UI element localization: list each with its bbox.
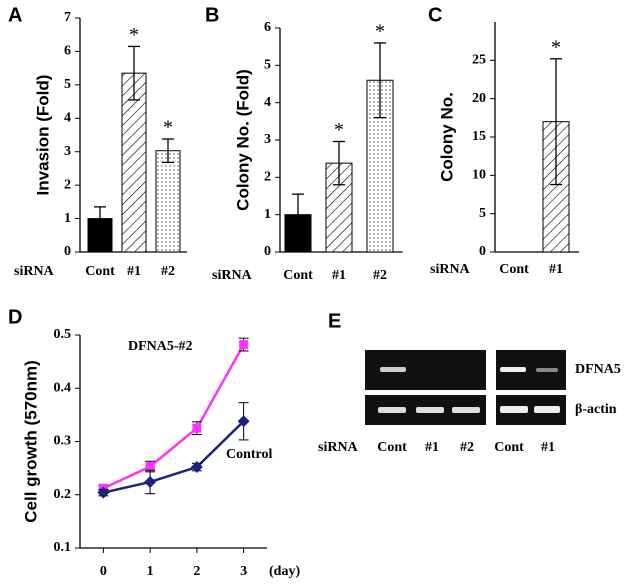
point	[97, 486, 110, 499]
x-tick-label: 2	[193, 564, 200, 579]
y-axis-title: Colony No.	[437, 92, 456, 182]
y-axis-title: Invasion (Fold)	[33, 75, 52, 196]
x-tick-label: Cont	[499, 262, 529, 277]
point	[239, 340, 249, 350]
y-axis-title: Colony No. (Fold)	[233, 69, 252, 211]
y-tick-label: 0.5	[54, 327, 72, 342]
x-tick-label: 3	[240, 564, 247, 579]
y-tick-label: 0.2	[54, 487, 72, 502]
x-axis-title: (day)	[269, 564, 300, 579]
lane-prefix: siRNA	[318, 440, 359, 455]
y-tick-label: 5	[264, 58, 271, 73]
band-label: β-actin	[575, 402, 617, 417]
y-tick-label: 10	[472, 168, 486, 183]
lane-label: #2	[460, 440, 474, 455]
lane-label: Cont	[377, 440, 407, 455]
lane-label: Cont	[494, 440, 524, 455]
y-tick-label: 0	[264, 244, 271, 259]
significance-mark: *	[551, 36, 561, 58]
x-prefix: siRNA	[212, 268, 253, 283]
significance-mark: *	[334, 119, 344, 141]
y-tick-label: 0.3	[54, 434, 72, 449]
gel-image	[365, 350, 566, 425]
significance-mark: *	[129, 24, 139, 46]
series-line	[102, 343, 245, 490]
y-tick-label: 0.1	[54, 540, 72, 555]
y-tick-label: 5	[64, 77, 71, 92]
y-tick-label: 25	[472, 53, 486, 68]
y-tick-label: 7	[64, 10, 71, 25]
y-tick-label: 1	[64, 211, 71, 226]
x-tick-label: 1	[147, 564, 154, 579]
significance-mark: *	[375, 21, 385, 43]
x-prefix: siRNA	[430, 262, 471, 277]
x-tick-label: #2	[161, 264, 175, 279]
y-tick-label: 15	[472, 129, 486, 144]
x-tick-label: #1	[549, 262, 563, 277]
bar	[121, 72, 147, 253]
y-tick-label: 0.4	[54, 380, 72, 395]
y-tick-label: 5	[479, 206, 486, 221]
x-tick-label: Cont	[85, 264, 115, 279]
x-tick-label: #1	[127, 264, 141, 279]
y-tick-label: 6	[64, 44, 71, 59]
y-tick-label: 2	[264, 170, 271, 185]
lane-label: #1	[541, 440, 555, 455]
y-tick-label: 1	[264, 207, 271, 222]
x-tick-label: #1	[332, 268, 346, 283]
y-tick-label: 4	[264, 95, 271, 110]
y-tick-label: 2	[64, 177, 71, 192]
band-label: DFNA5	[575, 362, 621, 377]
point	[144, 475, 157, 488]
point	[190, 461, 203, 474]
significance-mark: *	[163, 117, 173, 139]
bar	[155, 150, 181, 253]
y-tick-label: 0	[479, 244, 486, 259]
panel-letter: D	[8, 306, 22, 328]
y-tick-label: 3	[264, 132, 271, 147]
panel-letter: B	[205, 4, 219, 26]
point	[145, 462, 155, 472]
point	[237, 415, 250, 428]
y-axis-title: Cell growth (570nm)	[21, 360, 40, 522]
x-prefix: siRNA	[14, 264, 55, 279]
panel-letter: C	[428, 4, 442, 26]
y-tick-label: 0	[64, 244, 71, 259]
panel-letter: E	[328, 310, 341, 332]
y-tick-label: 6	[264, 20, 271, 35]
panel-letter: A	[8, 4, 22, 26]
x-tick-label: 0	[100, 564, 107, 579]
x-tick-label: #2	[373, 268, 387, 283]
x-tick-label: Cont	[283, 268, 313, 283]
series-label: DFNA5-#2	[128, 339, 193, 354]
series-line	[103, 420, 245, 494]
y-tick-label: 3	[64, 144, 71, 159]
y-tick-label: 4	[64, 111, 71, 126]
y-tick-label: 20	[472, 91, 486, 106]
series-label: Control	[226, 447, 273, 462]
point	[192, 423, 202, 433]
lane-label: #1	[425, 440, 439, 455]
